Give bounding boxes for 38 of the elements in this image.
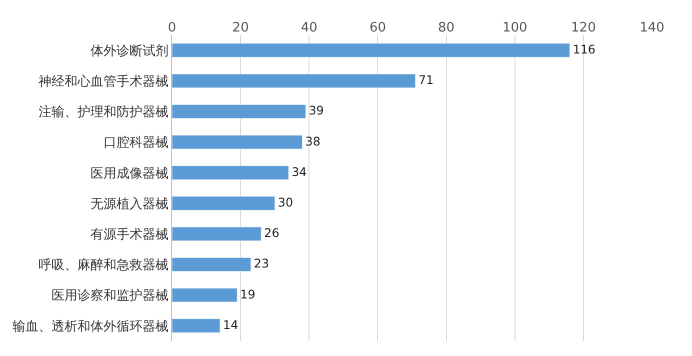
y-tick-label: 呼吸、麻醉和急救器械 <box>38 258 168 274</box>
bar <box>172 318 220 333</box>
bar <box>172 166 289 180</box>
data-label: 14 <box>223 318 238 332</box>
y-tick-label: 注输、护理和防护器械 <box>38 105 168 120</box>
x-tick-label: 0 <box>168 20 176 36</box>
bar <box>172 134 303 150</box>
data-label: 34 <box>292 164 307 179</box>
bar <box>172 288 238 302</box>
x-tick-label: 40 <box>300 20 318 36</box>
data-label: 23 <box>254 256 270 271</box>
bar <box>172 196 276 210</box>
data-label: 19 <box>240 287 256 302</box>
y-tick-label: 体外诊断试剂 <box>90 42 168 59</box>
y-tick-label: 无源植入器械 <box>90 196 168 212</box>
bar <box>172 104 306 119</box>
data-label: 116 <box>572 42 596 57</box>
x-tick-label: 20 <box>232 20 249 36</box>
data-label: 26 <box>264 226 280 240</box>
x-tick-label: 100 <box>502 20 528 36</box>
y-tick-label: 神经和心血管手术器械 <box>38 73 168 90</box>
data-label: 71 <box>418 73 434 88</box>
bar <box>172 74 416 88</box>
y-tick-label: 医用成像器械 <box>90 166 168 182</box>
x-tick-label: 120 <box>571 20 596 36</box>
y-tick-label: 口腔科器械 <box>103 136 168 151</box>
bar <box>172 226 262 242</box>
data-label: 30 <box>278 196 294 210</box>
y-tick-label: 输血、透析和体外循环器械 <box>12 319 168 334</box>
data-label: 38 <box>305 134 320 148</box>
bar <box>172 43 570 58</box>
y-tick-label: 医用诊察和监护器械 <box>51 288 168 304</box>
bar <box>172 257 252 272</box>
x-tick-label: 80 <box>438 20 455 36</box>
x-tick-label: 60 <box>369 20 386 36</box>
x-tick-label: 140 <box>640 20 664 36</box>
y-tick-label: 有源手术器械 <box>90 227 168 242</box>
data-label: 39 <box>308 104 324 118</box>
